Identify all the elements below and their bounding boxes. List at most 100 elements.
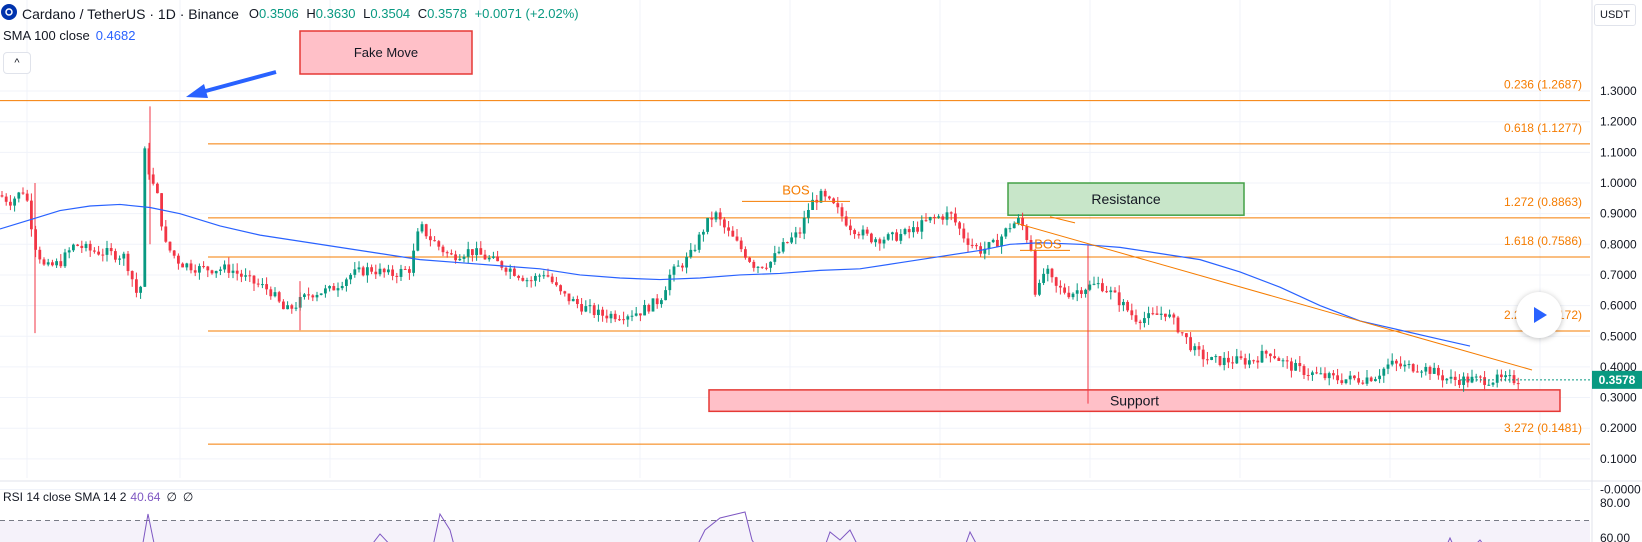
candle-body — [1059, 285, 1062, 288]
candle-body — [626, 316, 630, 320]
y-tick-label: 0.5000 — [1600, 329, 1637, 343]
candle-body — [345, 279, 348, 286]
candle-body — [1143, 318, 1146, 324]
candle-body — [151, 174, 155, 184]
candle-body — [143, 148, 147, 287]
candle-body — [1180, 332, 1184, 334]
candle-body — [1227, 357, 1230, 363]
candle-body — [1185, 333, 1188, 338]
candle-body — [0, 195, 4, 197]
rsi-legend[interactable]: RSI 14 close SMA 14 2 40.64 ∅ ∅ — [3, 490, 194, 504]
replay-play-button[interactable] — [1516, 292, 1562, 338]
candle-body — [508, 268, 512, 272]
candle-body — [1411, 364, 1415, 372]
candle-body — [1109, 290, 1113, 293]
arrow-head-icon — [186, 84, 208, 98]
candle-body — [529, 280, 533, 282]
candle-body — [550, 276, 554, 283]
candle-body — [1311, 372, 1314, 376]
y-tick-label: 0.3000 — [1600, 391, 1637, 405]
candle-body — [1197, 346, 1201, 350]
candle-body — [534, 275, 537, 281]
candle-body — [567, 293, 571, 302]
candle-body — [1138, 321, 1142, 324]
resistance-zone — [1007, 182, 1245, 216]
candle-body — [861, 229, 865, 236]
candle-body — [1248, 360, 1251, 365]
candle-body — [618, 319, 621, 321]
sma-legend[interactable]: SMA 100 close 0.4682 — [3, 28, 135, 43]
candle-body — [1222, 357, 1226, 366]
candle-body — [1449, 376, 1453, 379]
candle-body — [781, 242, 785, 252]
candle-body — [206, 266, 210, 271]
candle-body — [114, 251, 117, 260]
candle-body — [832, 198, 835, 204]
candle-body — [1479, 376, 1482, 378]
candle-body — [828, 196, 831, 199]
candle-body — [391, 269, 394, 276]
candle-body — [1382, 368, 1386, 376]
candle-body — [899, 234, 903, 241]
candle-body — [1500, 374, 1503, 378]
candle-body — [878, 239, 882, 244]
symbol-title[interactable]: Cardano / TetherUS · 1D · Binance — [22, 5, 239, 22]
candle-body — [307, 294, 310, 296]
candle-body — [235, 270, 239, 274]
candle-body — [454, 254, 457, 261]
fib-label: 0.236 (1.2687) — [1504, 78, 1582, 92]
candle-body — [1285, 360, 1289, 362]
collapse-legend-button[interactable]: ^ — [3, 52, 31, 74]
candle-body — [1407, 364, 1411, 366]
candle-body — [1403, 364, 1407, 367]
candle-body — [807, 209, 810, 218]
y-tick-label: 0.6000 — [1600, 299, 1637, 313]
candle-body — [786, 242, 789, 244]
candle-body — [651, 298, 655, 312]
fib-label: 1.272 (0.8863) — [1504, 195, 1582, 209]
candle-body — [441, 246, 445, 253]
y-tick-label: 0.9000 — [1600, 207, 1637, 221]
y-tick-label: 1.2000 — [1600, 115, 1637, 129]
candle-body — [261, 284, 264, 286]
candle-body — [328, 286, 331, 289]
candle-body — [555, 282, 558, 286]
candle-body — [790, 237, 793, 243]
candle-body — [710, 217, 714, 220]
price-axis[interactable]: 1.3000 1.2000 1.1000 1.0000 0.9000 0.8000 0.70… — [1460, 0, 1642, 542]
candle-body — [1428, 366, 1432, 374]
candle-body — [1290, 361, 1293, 371]
sma-100-line — [0, 203, 1471, 347]
candle-body — [319, 293, 323, 295]
candle-body — [357, 267, 361, 270]
candle-body — [370, 267, 373, 272]
candle-body — [353, 269, 357, 275]
candle-body — [987, 242, 991, 249]
candle-body — [433, 240, 436, 242]
candle-body — [1088, 284, 1092, 290]
sma-layer — [0, 203, 1471, 347]
candle-body — [1054, 277, 1058, 286]
symbol-legend: Cardano / TetherUS · 1D · Binance O0.350… — [0, 3, 579, 24]
ohlc-values: O0.3506 H0.3630 L0.3504 C0.3578 +0.0071 … — [248, 6, 579, 21]
candle-body — [214, 270, 218, 274]
candle-body — [1038, 282, 1041, 295]
candle-body — [315, 294, 319, 298]
candle-body — [970, 244, 974, 246]
candle-body — [882, 239, 886, 244]
candle-body — [1260, 350, 1264, 363]
candle-body — [1004, 228, 1008, 237]
candle-body — [634, 313, 638, 316]
candle-body — [25, 193, 29, 201]
candle-body — [1080, 290, 1083, 294]
candle-body — [723, 219, 726, 228]
candle-body — [689, 249, 693, 257]
candle-body — [202, 266, 205, 268]
currency-button[interactable]: USDT — [1594, 4, 1636, 26]
grid — [0, 0, 1590, 490]
rsi-band — [0, 520, 1590, 542]
drawings-layer: Fake Move BOS BOS — [186, 30, 1533, 371]
candle-body — [924, 220, 928, 222]
candle-body — [1445, 378, 1449, 381]
